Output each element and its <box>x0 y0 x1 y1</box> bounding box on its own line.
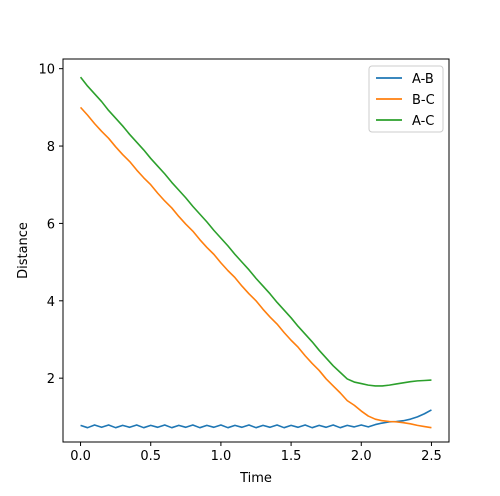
y-tick-label: 4 <box>47 295 55 310</box>
y-tick-label: 10 <box>38 63 55 78</box>
legend: A-B B-C A-C <box>368 65 444 133</box>
y-axis: 2 4 6 8 10 <box>38 63 63 387</box>
x-tick-label: 2.5 <box>421 449 442 464</box>
x-axis: 0.0 0.5 1.0 1.5 2.0 2.5 <box>70 442 442 464</box>
x-tick-label: 1.5 <box>281 449 302 464</box>
legend-label: B-C <box>412 93 435 108</box>
y-tick-label: 6 <box>47 217 55 232</box>
series-line-a-b <box>80 409 432 429</box>
x-tick-label: 0.0 <box>70 449 91 464</box>
y-axis-label: Distance <box>16 222 31 279</box>
plot-frame <box>62 58 450 443</box>
legend-box <box>368 65 444 133</box>
x-tick-label: 2.0 <box>351 449 372 464</box>
legend-label: A-B <box>412 72 434 87</box>
series-line-a-c <box>79 76 432 387</box>
x-axis-label: Time <box>239 471 272 486</box>
y-tick-label: 8 <box>47 140 55 155</box>
plot-area <box>79 76 432 429</box>
y-tick-label: 2 <box>47 372 55 387</box>
x-tick-label: 0.5 <box>140 449 161 464</box>
legend-label: A-C <box>412 114 434 129</box>
x-tick-label: 1.0 <box>211 449 232 464</box>
series-line-b-c <box>79 106 432 429</box>
